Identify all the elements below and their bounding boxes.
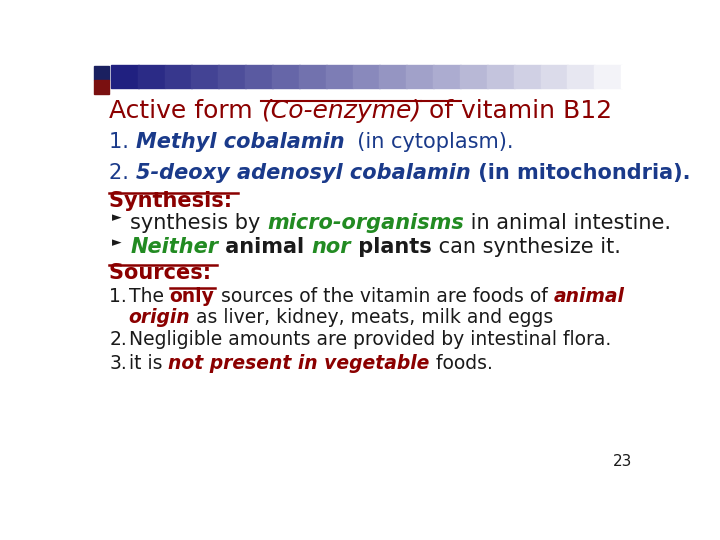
Text: Negligible amounts are provided by intestinal flora.: Negligible amounts are provided by intes…: [129, 330, 611, 349]
Bar: [94, 80, 109, 94]
Bar: [138, 65, 166, 88]
Text: (Co-enzyme): (Co-enzyme): [261, 99, 421, 124]
Text: as liver, kidney, meats, milk and eggs: as liver, kidney, meats, milk and eggs: [190, 308, 554, 327]
Bar: [353, 65, 380, 88]
Bar: [621, 65, 649, 88]
Text: animal: animal: [218, 237, 312, 257]
Bar: [487, 65, 515, 88]
Text: ►: ►: [112, 236, 122, 249]
Text: 1.: 1.: [109, 287, 127, 306]
Bar: [218, 65, 246, 88]
Text: 2.: 2.: [109, 330, 127, 349]
Bar: [246, 65, 273, 88]
Bar: [460, 65, 487, 88]
Text: (in cytoplasm).: (in cytoplasm).: [344, 132, 514, 152]
Text: micro-organisms: micro-organisms: [267, 213, 464, 233]
Text: vitamin B12: vitamin B12: [462, 99, 613, 124]
Text: it is: it is: [129, 354, 168, 373]
Text: ►: ►: [112, 211, 122, 224]
Text: 2.: 2.: [109, 163, 136, 183]
Text: not present in vegetable: not present in vegetable: [168, 354, 430, 373]
Text: 5-deoxy adenosyl cobalamin: 5-deoxy adenosyl cobalamin: [136, 163, 471, 183]
Text: 23: 23: [613, 454, 632, 469]
Bar: [433, 65, 461, 88]
Text: plants: plants: [351, 237, 432, 257]
Text: The: The: [129, 287, 170, 306]
Bar: [325, 65, 354, 88]
Bar: [94, 66, 109, 80]
Bar: [272, 65, 300, 88]
Bar: [514, 65, 541, 88]
Text: Active form: Active form: [109, 99, 261, 124]
Text: in animal intestine.: in animal intestine.: [464, 213, 671, 233]
Bar: [379, 65, 407, 88]
Bar: [406, 65, 434, 88]
Bar: [299, 65, 327, 88]
Text: animal: animal: [554, 287, 624, 306]
Bar: [594, 65, 622, 88]
Text: 3.: 3.: [109, 354, 127, 373]
Text: origin: origin: [129, 308, 190, 327]
Text: Sources:: Sources:: [109, 264, 219, 284]
Text: only: only: [170, 287, 215, 306]
Text: (in mitochondria).: (in mitochondria).: [471, 163, 690, 183]
Text: sources of the vitamin are foods of: sources of the vitamin are foods of: [215, 287, 554, 306]
Text: Neither: Neither: [130, 237, 218, 257]
Text: Methyl cobalamin: Methyl cobalamin: [136, 132, 344, 152]
Text: Synthesis:: Synthesis:: [109, 191, 240, 211]
Text: of: of: [421, 99, 462, 124]
Bar: [567, 65, 595, 88]
Text: foods.: foods.: [430, 354, 492, 373]
Text: 1.: 1.: [109, 132, 136, 152]
Bar: [192, 65, 219, 88]
Bar: [541, 65, 568, 88]
Text: synthesis by: synthesis by: [130, 213, 267, 233]
Bar: [165, 65, 192, 88]
Bar: [111, 65, 138, 88]
Text: nor: nor: [312, 237, 351, 257]
Text: can synthesize it.: can synthesize it.: [432, 237, 621, 257]
